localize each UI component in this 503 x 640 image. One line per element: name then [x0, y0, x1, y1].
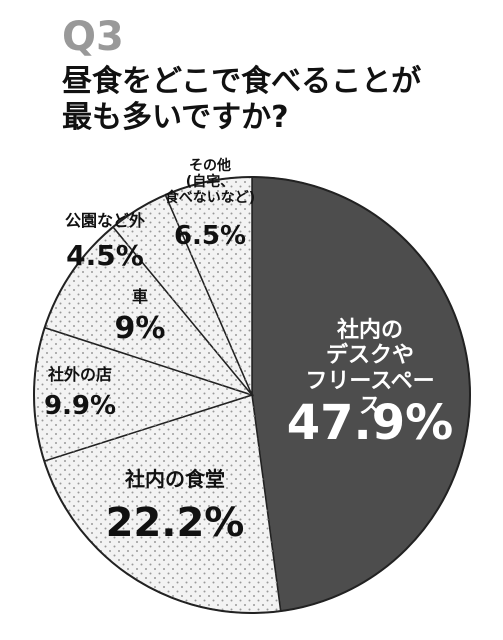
slice-label: その他 (自宅、 食べないなど)	[164, 158, 256, 207]
slice-label: 公園など外	[64, 211, 146, 230]
value-label: 9%	[114, 311, 166, 346]
slice-texture	[165, 177, 252, 395]
heading: Q3	[62, 14, 124, 60]
slice-label: 車	[131, 287, 149, 306]
value-label: 22.2%	[105, 500, 245, 546]
value-label: 4.5%	[66, 239, 144, 272]
chart-title: 昼食をどこで食べることが 最も多いですか?	[62, 64, 422, 135]
slice-texture	[44, 395, 281, 613]
slice-texture	[33, 327, 252, 462]
pie-outline	[33, 176, 471, 614]
slice-texture	[113, 194, 253, 395]
value-label: 6.5%	[173, 221, 247, 251]
value-label: 47.9%	[286, 395, 454, 451]
slice-label: 社外の店	[47, 365, 113, 384]
slice-label: 社内の食堂	[125, 467, 225, 491]
slice-label: 社内の デスクや フリースペース	[305, 318, 435, 419]
value-label: 9.9%	[43, 391, 117, 421]
slice-texture	[44, 227, 252, 395]
